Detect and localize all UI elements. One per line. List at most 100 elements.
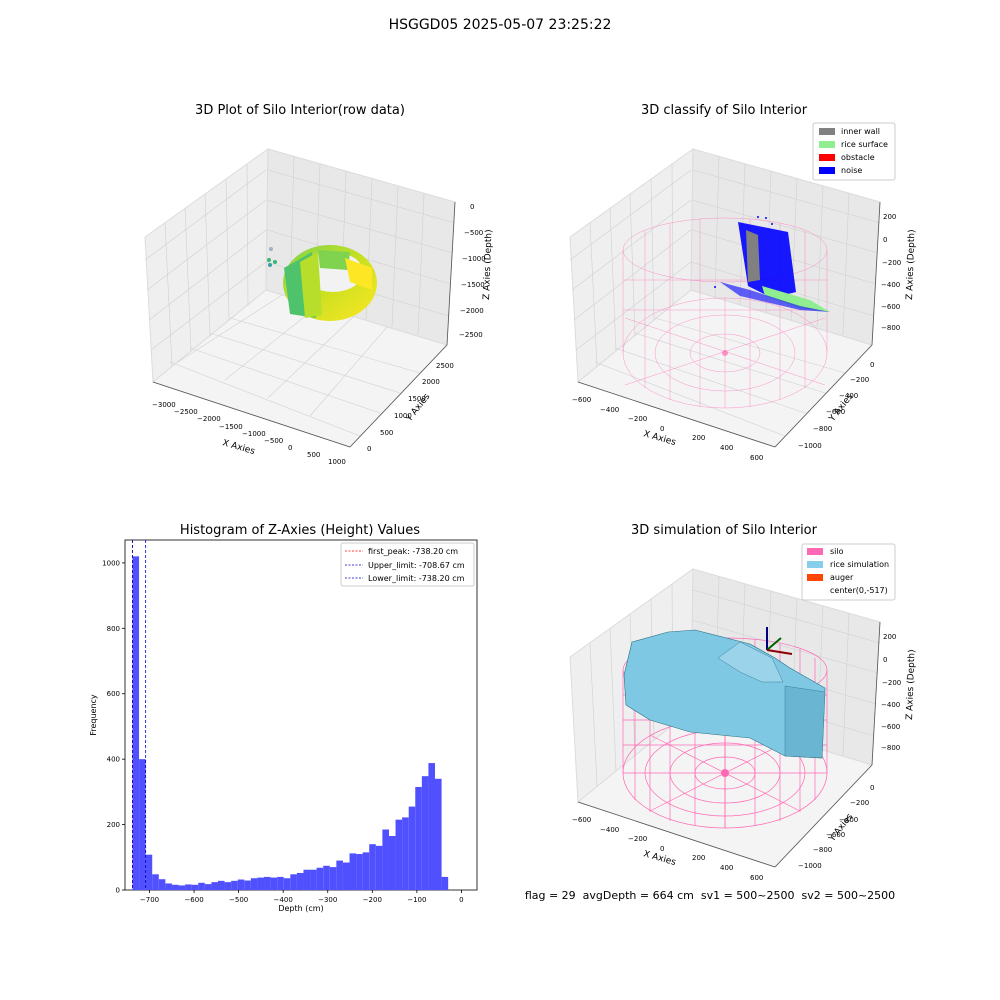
histogram-bar: [329, 867, 337, 890]
histogram-bar: [388, 836, 396, 890]
simulation-z-tick: −400: [881, 701, 900, 709]
raw-z-tick: −2500: [459, 331, 483, 339]
histogram-bar: [290, 874, 297, 890]
classify-z-tick: −800: [881, 324, 900, 332]
classify-y-tick: 0: [870, 361, 874, 369]
classify-y-ticks: 0 −200 −400 −600 −800 −1000: [798, 361, 874, 450]
simulation-z-tick: 0: [883, 656, 887, 664]
raw-x-tick: −500: [264, 437, 283, 445]
simulation-auger-axes: [766, 627, 793, 655]
legend-swatch-obstacle: [819, 154, 835, 161]
raw-x-tick: −1000: [242, 430, 266, 438]
histogram-title: Histogram of Z-Axies (Height) Values: [179, 523, 421, 538]
legend-label: auger: [830, 573, 854, 582]
histogram-x-tick-label: −400: [274, 896, 293, 904]
classify-legend: inner wall rice surface obstacle noise: [812, 122, 896, 181]
histogram-bar: [204, 884, 212, 890]
simulation-z-tick: 200: [883, 633, 896, 641]
histogram-bar: [185, 884, 192, 890]
classify-x-tick: 400: [720, 444, 733, 452]
legend-label: Upper_limit: -708.67 cm: [368, 561, 465, 570]
classify-x-tick: −400: [600, 406, 619, 414]
histogram-bars: [132, 556, 449, 890]
histogram-bar: [316, 867, 324, 890]
legend-swatch-silo: [807, 548, 823, 555]
histogram-bar: [310, 869, 317, 890]
histogram-bar: [158, 879, 166, 890]
legend-label: Lower_limit: -738.20 cm: [368, 574, 465, 583]
histogram-bar: [277, 876, 284, 890]
histogram-x-ticks: −700 −600 −500 −400 −300 −200 −100 0: [140, 890, 464, 904]
histogram-bar: [211, 882, 218, 890]
classify-y-tick: −1000: [798, 442, 822, 450]
raw-z-tick: −1500: [461, 281, 485, 289]
legend-label: first_peak: -738.20 cm: [368, 547, 458, 556]
classify-y-tick: −600: [826, 408, 845, 416]
histogram-bar: [336, 860, 343, 890]
raw-x-tick: 0: [288, 444, 292, 452]
histogram-bar: [415, 786, 422, 890]
histogram-bar: [428, 763, 436, 890]
histogram-x-tick-label: −200: [363, 896, 382, 904]
raw-x-tick: 1000: [328, 458, 346, 466]
classify-z-tick: −400: [881, 281, 900, 289]
histogram-vlines: [132, 540, 147, 890]
raw-x-tick: −3000: [152, 401, 176, 409]
simulation-x-tick: −600: [572, 816, 591, 824]
classify-x-ticks: −600 −400 −200 0 200 400 600: [572, 396, 763, 462]
histogram-x-tick-label: 0: [459, 896, 463, 904]
legend-label: rice surface: [841, 140, 888, 149]
histogram-bar: [362, 852, 370, 890]
classify-z-label: Z Axies (Depth): [905, 229, 917, 300]
histogram-bar: [217, 880, 225, 890]
histogram-bar: [257, 877, 265, 890]
footer-stats: flag = 29 avgDepth = 664 cm sv1 = 500~25…: [524, 889, 896, 902]
histogram-x-tick-label: −300: [318, 896, 337, 904]
raw-z-tick: −2000: [460, 307, 484, 315]
simulation-plot-title: 3D simulation of Silo Interior: [631, 523, 817, 538]
classify-y-tick: −200: [850, 376, 869, 384]
histogram-bar: [356, 854, 363, 890]
histogram-bar: [237, 879, 245, 890]
simulation-z-label: Z Axies (Depth): [905, 649, 917, 720]
histogram-bar: [132, 556, 140, 890]
legend-label: inner wall: [841, 127, 880, 136]
legend-swatch-inner-wall: [819, 128, 835, 135]
simulation-rice-surface: [623, 629, 826, 759]
raw-x-tick: 500: [307, 451, 320, 459]
classify-z-tick: 200: [883, 213, 896, 221]
histogram-bar: [139, 759, 146, 890]
simulation-z-tick: −600: [881, 723, 900, 731]
classify-z-tick: 0: [883, 236, 887, 244]
histogram-bar: [191, 884, 199, 890]
raw-z-label: Z Axies (Depth): [482, 229, 494, 300]
raw-y-ticks: 0 500 1000 1500 2000 2500: [367, 362, 454, 453]
histogram-x-tick-label: −100: [407, 896, 426, 904]
simulation-y-tick: −600: [826, 831, 845, 839]
raw-y-tick: 2500: [436, 362, 454, 370]
histogram-y-tick-label: 1000: [102, 559, 120, 567]
histogram-bar: [402, 817, 409, 890]
raw-y-tick: 1000: [394, 412, 412, 420]
histogram-x-tick-label: −600: [184, 896, 203, 904]
classify-x-tick: 0: [660, 425, 664, 433]
histogram-bar: [296, 872, 304, 890]
histogram-y-tick-label: 600: [107, 690, 120, 698]
raw-x-tick: −2500: [174, 408, 198, 416]
histogram-bar: [250, 878, 258, 890]
raw-z-ticks: 0 −500 −1000 −1500 −2000 −2500: [459, 203, 486, 339]
raw-x-tick: −2000: [197, 415, 221, 423]
histogram-bar: [165, 883, 172, 890]
histogram-bar: [244, 880, 251, 890]
simulation-x-tick: 0: [660, 845, 664, 853]
simulation-y-tick: −1000: [798, 862, 822, 870]
histogram-x-label: Depth (cm): [278, 904, 323, 913]
figure-title: HSGGD05 2025-05-07 23:25:22: [388, 17, 612, 33]
histogram-bar: [349, 853, 357, 890]
simulation-3d-plot: −600 −400 −200 0 200 400 600 X Axies 0 −…: [569, 543, 917, 882]
legend-swatch-rice-simulation: [807, 561, 823, 568]
histogram-bar: [264, 876, 271, 890]
classify-x-tick: 200: [692, 434, 705, 442]
raw-y-tick: 1500: [408, 395, 426, 403]
simulation-y-ticks: 0 −200 −400 −600 −800 −1000: [798, 784, 874, 870]
